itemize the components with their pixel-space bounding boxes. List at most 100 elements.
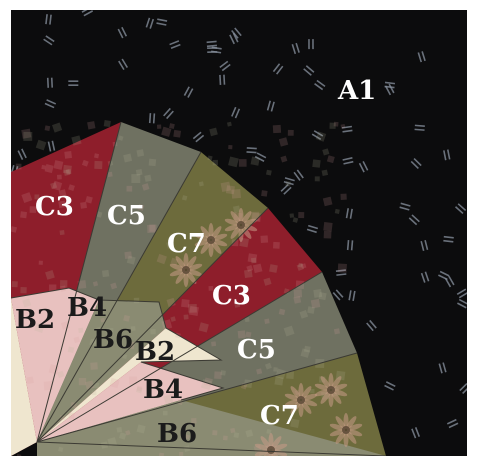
background-dash-mark xyxy=(293,169,304,181)
fabric-tile xyxy=(68,412,75,419)
fabric-tile xyxy=(220,181,231,192)
background-dash-mark xyxy=(68,80,79,87)
fabric-tile xyxy=(91,390,97,396)
background-dash-mark xyxy=(420,271,430,283)
background-dash-mark xyxy=(358,161,369,173)
fabric-tile xyxy=(247,253,258,263)
fabric-tile xyxy=(265,169,272,176)
background-dash-mark xyxy=(420,239,429,252)
background-dash-mark xyxy=(43,35,55,46)
fabric-tile xyxy=(245,429,254,438)
fabric-flower xyxy=(224,208,258,242)
fabric-tile xyxy=(333,121,339,127)
fabric-tile xyxy=(85,195,93,204)
fabric-tile xyxy=(312,159,321,168)
background-dash-mark xyxy=(456,288,467,299)
fabric-tile xyxy=(310,298,321,309)
fabric-tile xyxy=(173,129,182,138)
background-dash-mark xyxy=(399,202,411,211)
fabric-tile xyxy=(124,251,133,259)
fabric-tile xyxy=(198,322,209,333)
fabric-tile xyxy=(123,153,133,163)
fabric-tile xyxy=(71,135,82,146)
fabric-tile xyxy=(68,184,75,191)
fabric-tile xyxy=(329,122,336,129)
fabric-tile xyxy=(234,301,241,308)
fabric-tile xyxy=(110,282,118,290)
fabric-tile xyxy=(264,362,272,370)
fabric-tile xyxy=(296,263,305,271)
fabric-tile xyxy=(58,446,64,453)
fabric-tile xyxy=(34,322,45,333)
background-dash-mark xyxy=(148,113,156,124)
background-dash-mark xyxy=(45,14,52,25)
fabric-tile xyxy=(126,185,133,192)
fabric-tile xyxy=(109,377,120,389)
fabric-tile xyxy=(87,121,96,130)
background-dash-mark xyxy=(117,26,128,39)
fabric-tile xyxy=(133,297,140,304)
background-dash-mark xyxy=(384,81,396,89)
fabric-tile xyxy=(52,122,63,133)
fabric-tile xyxy=(315,131,327,142)
fabric-tile xyxy=(38,260,43,265)
fabric-tile xyxy=(293,295,302,304)
background-dash-mark xyxy=(457,298,467,309)
fabric-tile xyxy=(323,222,333,232)
label-c5-bottom: C5 xyxy=(237,335,276,365)
label-b6-bottom: B6 xyxy=(157,419,197,449)
fabric-tile xyxy=(333,328,340,335)
fabric-tile xyxy=(141,183,150,191)
fabric-tile xyxy=(147,224,156,234)
fabric-tile xyxy=(292,217,299,223)
fabric-tile xyxy=(65,169,72,175)
label-c3-top: C3 xyxy=(35,192,74,222)
fabric-tile xyxy=(156,253,167,265)
fabric-tile xyxy=(107,171,113,178)
fabric-tile xyxy=(92,281,99,287)
fabric-tile xyxy=(172,387,179,394)
fabric-tile xyxy=(45,270,55,280)
fabric-tile xyxy=(289,213,295,218)
fabric-tile xyxy=(161,126,172,137)
fan-piece-b6-bottom xyxy=(37,400,386,456)
fabric-tile xyxy=(181,195,188,201)
fabric-flower xyxy=(254,433,288,456)
fabric-tile xyxy=(58,189,67,198)
background-dash-mark xyxy=(444,275,455,288)
background-dash-mark xyxy=(46,77,54,88)
background-dash-mark xyxy=(384,381,396,391)
fabric-flower xyxy=(329,413,363,447)
background-dash-mark xyxy=(346,239,354,251)
fabric-tile xyxy=(58,200,66,209)
fabric-tile xyxy=(122,353,128,360)
fabric-tile xyxy=(274,376,284,386)
fabric-tile xyxy=(290,418,300,429)
background-dash-mark xyxy=(280,183,292,195)
fabric-tile xyxy=(244,269,253,279)
fabric-tile xyxy=(285,180,292,187)
fabric-tile xyxy=(208,285,214,291)
label-c7-top: C7 xyxy=(167,229,206,259)
background-dash-mark xyxy=(366,319,377,332)
background-dash-mark xyxy=(341,125,353,133)
fabric-tile xyxy=(337,263,347,273)
fabric-tile xyxy=(26,376,34,385)
fabric-tile xyxy=(278,308,286,316)
fabric-tile xyxy=(44,125,51,132)
label-a1: A1 xyxy=(337,76,376,106)
background-dash-mark xyxy=(443,149,451,161)
background-dash-mark xyxy=(303,65,315,76)
fabric-tile xyxy=(188,304,197,313)
background-dash-mark xyxy=(272,63,284,75)
fabric-tile xyxy=(269,264,278,273)
background-dash-mark xyxy=(384,83,395,96)
background-dash-mark xyxy=(408,214,420,226)
fabric-tile xyxy=(136,149,145,157)
fabric-tile xyxy=(11,226,18,233)
fabric-tile xyxy=(20,286,27,294)
background-dash-mark xyxy=(206,40,217,48)
fabric-tile xyxy=(78,327,84,333)
fabric-tile xyxy=(220,370,226,376)
